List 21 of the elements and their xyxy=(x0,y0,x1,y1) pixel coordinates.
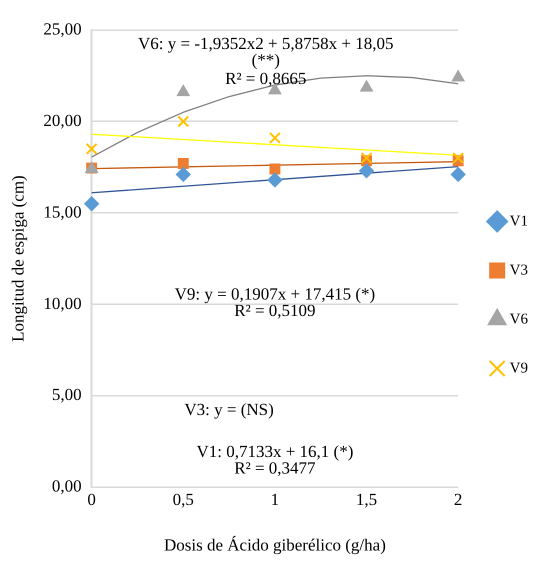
annotation: V9: y = 0,1907x + 17,415 (*) R² = 0,5109 xyxy=(174,284,376,320)
x-tick-label: 0,5 xyxy=(172,490,194,509)
annotation: V6: y = -1,9352x2 + 5,8758x + 18,05 (**) R² = 0,8665 xyxy=(138,34,394,88)
y-tick-label: 10,00 xyxy=(43,294,82,313)
x-tick-label: 1,5 xyxy=(356,490,378,509)
x-axis-title: Dosis de Ácido giberélico (g/ha) xyxy=(164,535,386,554)
legend-label: V9 xyxy=(510,360,528,376)
y-tick-label: 15,00 xyxy=(43,202,82,222)
y-tick-label: 25,00 xyxy=(43,19,82,38)
annotation: V3: y = (NS) xyxy=(184,400,274,419)
y-tick-label: 20,00 xyxy=(43,110,82,130)
legend-label: V6 xyxy=(510,311,528,328)
y-axis-title: Longitud de espiga (cm) xyxy=(8,175,28,342)
x-tick-label: 2 xyxy=(454,490,462,509)
y-tick-label: 0,00 xyxy=(52,476,82,496)
annotation: V1: 0,7133x + 16,1 (*) R² = 0,3477 xyxy=(196,442,354,478)
legend-label: V1 xyxy=(510,213,528,230)
legend-label: V3 xyxy=(510,262,528,278)
y-tick-label: 5,00 xyxy=(52,385,82,404)
x-tick-label: 1 xyxy=(270,490,280,509)
x-tick-label: 0 xyxy=(87,490,96,509)
